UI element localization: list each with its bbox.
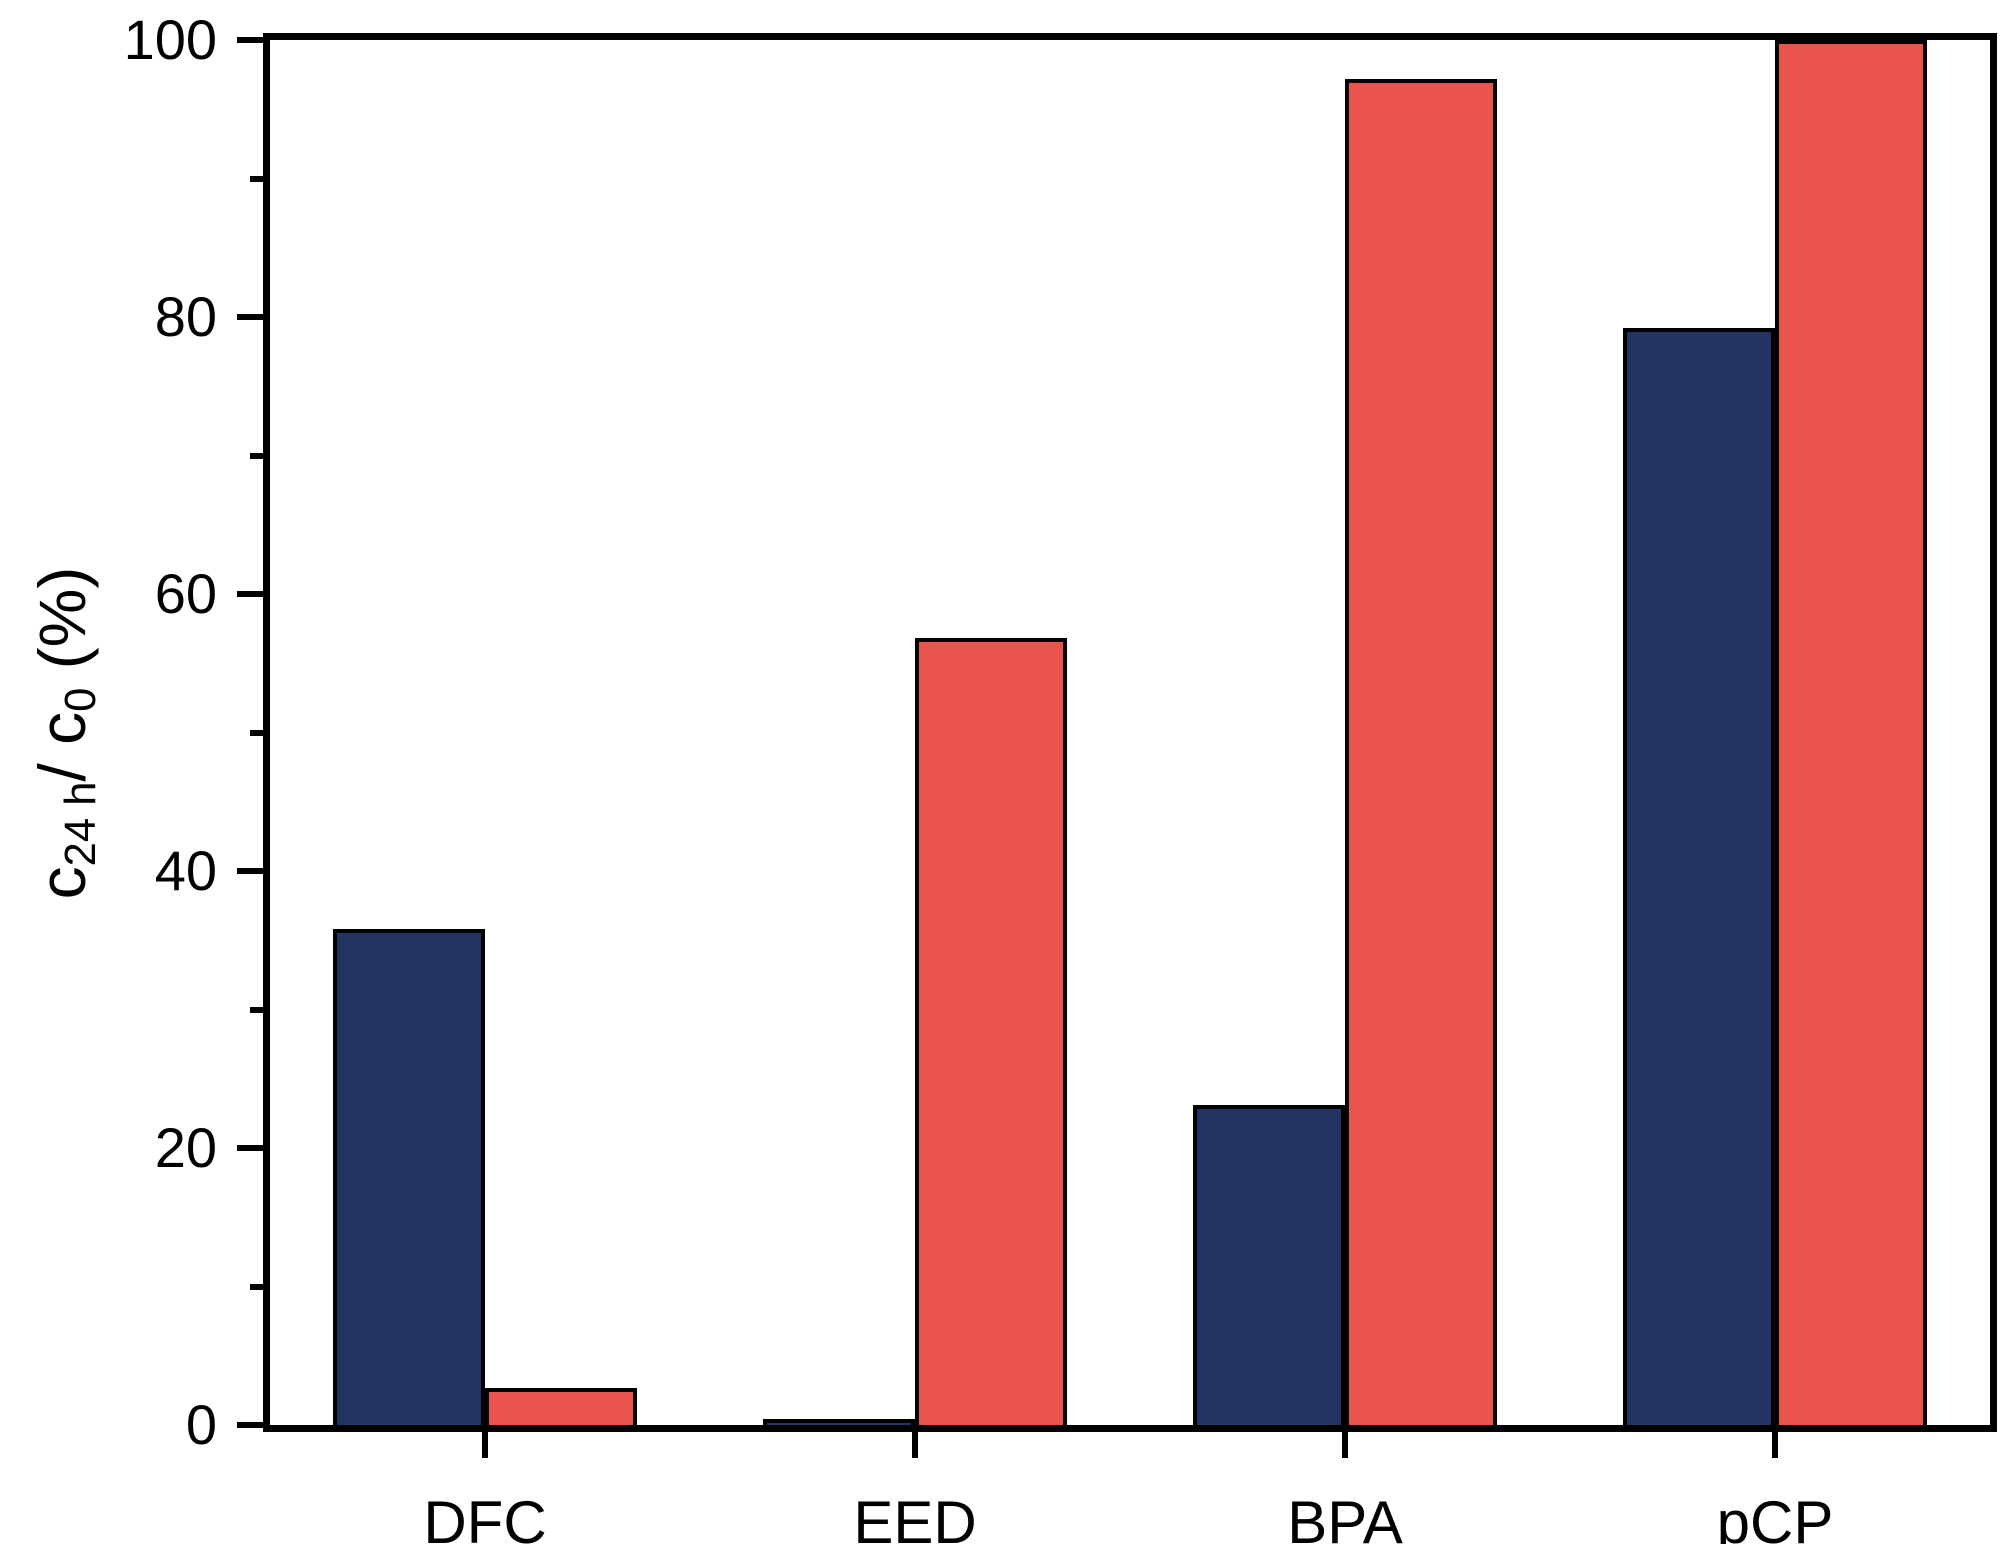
y-axis-left-spine	[263, 33, 270, 1432]
y-axis-title-text: / c	[25, 711, 99, 782]
bar-navy-pCP	[1623, 328, 1775, 1425]
x-tick	[482, 1432, 488, 1458]
bar-red-BPA	[1345, 78, 1497, 1425]
y-tick-minor	[250, 1006, 263, 1013]
top-spine	[263, 33, 1997, 40]
bar-navy-EED	[763, 1419, 915, 1425]
y-tick-major	[237, 1422, 263, 1428]
y-tick-major	[237, 314, 263, 320]
x-tick	[1772, 1432, 1778, 1458]
y-tick-label: 100	[123, 8, 217, 71]
bar-navy-BPA	[1193, 1105, 1345, 1425]
x-category-label: pCP	[1716, 1489, 1834, 1544]
y-tick-minor	[250, 729, 263, 736]
y-axis-title-subscript: 0	[56, 687, 105, 712]
bar-navy-DFC	[333, 929, 485, 1425]
plot-area: 0 20 40 60 80 100 DFC EED BPA pCP	[124, 8, 1997, 1544]
x-category-label: DFC	[423, 1489, 547, 1544]
bar-red-EED	[915, 638, 1067, 1425]
y-tick-major	[237, 868, 263, 874]
y-axis-right-spine	[1990, 33, 1997, 1432]
bar-red-DFC	[485, 1387, 637, 1425]
y-tick-label: 40	[154, 839, 217, 902]
y-tick-major	[237, 37, 263, 43]
bar-red-pCP	[1775, 40, 1927, 1425]
y-tick-label: 60	[154, 562, 217, 625]
y-tick-label: 0	[185, 1393, 217, 1456]
x-tick	[1342, 1432, 1348, 1458]
y-tick-major	[237, 1145, 263, 1151]
y-tick-label: 20	[154, 1116, 217, 1179]
y-tick-minor	[250, 452, 263, 459]
x-axis-spine	[263, 1425, 1997, 1432]
x-category-label: BPA	[1287, 1489, 1403, 1544]
y-tick-minor	[250, 175, 263, 182]
x-category-label: EED	[853, 1489, 977, 1544]
y-tick-minor	[250, 1283, 263, 1290]
y-tick-major	[237, 591, 263, 597]
y-tick-label: 80	[154, 285, 217, 348]
x-tick	[912, 1432, 918, 1458]
